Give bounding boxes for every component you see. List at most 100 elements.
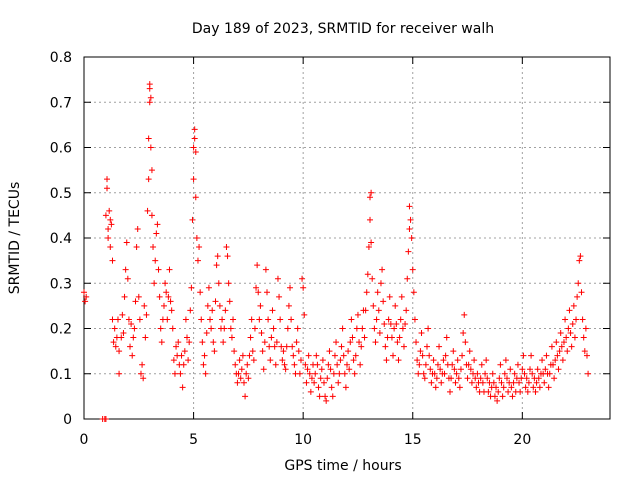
data-point <box>347 339 354 346</box>
data-point <box>234 379 241 386</box>
data-point <box>329 393 336 400</box>
data-point <box>116 370 123 377</box>
y-tick-label: 0.2 <box>50 322 72 338</box>
data-point <box>433 375 440 382</box>
data-point <box>262 266 269 273</box>
data-point <box>342 384 349 391</box>
data-point <box>578 289 585 296</box>
data-point <box>402 320 409 327</box>
y-tick-label: 0.5 <box>50 186 72 202</box>
data-point <box>494 397 501 404</box>
data-point <box>448 375 455 382</box>
data-point <box>580 334 587 341</box>
data-point <box>375 307 382 314</box>
data-point <box>305 352 312 359</box>
data-point <box>191 135 198 142</box>
data-point <box>148 167 155 174</box>
data-point <box>365 244 372 251</box>
data-point <box>356 339 363 346</box>
data-point <box>522 384 529 391</box>
data-point <box>225 280 232 287</box>
data-point <box>228 334 235 341</box>
data-point <box>107 244 114 251</box>
data-point <box>215 280 222 287</box>
data-point <box>388 334 395 341</box>
data-point <box>437 366 444 373</box>
x-tick-label: 10 <box>294 432 312 448</box>
data-point <box>198 316 205 323</box>
data-point <box>311 379 318 386</box>
data-point <box>453 370 460 377</box>
data-point <box>341 370 348 377</box>
data-point <box>193 235 200 241</box>
data-point <box>175 339 182 346</box>
data-point <box>105 235 112 241</box>
y-tick-label: 0.8 <box>50 50 72 66</box>
data-point <box>83 293 90 300</box>
data-point <box>273 339 280 346</box>
data-point <box>405 248 412 255</box>
data-point <box>484 375 491 382</box>
data-point <box>315 384 322 391</box>
y-tick-label: 0.1 <box>50 367 72 383</box>
data-point <box>338 343 345 350</box>
data-point <box>246 352 253 359</box>
data-point <box>116 348 123 355</box>
data-point <box>581 348 588 355</box>
data-point <box>553 339 560 346</box>
data-point <box>489 370 496 377</box>
data-point <box>482 370 489 377</box>
data-point <box>461 311 468 318</box>
data-point <box>530 384 537 391</box>
data-point <box>226 298 233 305</box>
data-point <box>408 235 415 241</box>
y-tick-label: 0 <box>63 412 72 428</box>
data-point <box>418 330 425 337</box>
data-point <box>316 393 323 400</box>
data-point <box>105 225 112 232</box>
data-point <box>334 361 341 368</box>
data-point <box>200 361 207 368</box>
data-point <box>535 375 542 382</box>
data-point <box>277 316 284 323</box>
data-point <box>178 352 185 359</box>
data-point <box>326 348 333 355</box>
data-point <box>210 339 217 346</box>
data-point <box>269 307 276 314</box>
data-point <box>107 216 114 223</box>
data-point <box>219 316 226 323</box>
data-point <box>510 379 517 386</box>
data-point <box>242 393 249 400</box>
data-point <box>406 225 413 232</box>
data-point <box>204 302 211 309</box>
data-point <box>223 244 230 251</box>
data-point <box>371 325 378 332</box>
data-point <box>247 334 254 341</box>
data-point <box>238 366 245 373</box>
data-point <box>509 393 516 400</box>
data-point <box>187 307 194 314</box>
data-point <box>322 393 329 400</box>
data-point <box>239 352 246 359</box>
data-point <box>265 316 272 323</box>
data-point <box>312 370 319 377</box>
data-point <box>454 357 461 364</box>
data-point <box>203 330 210 337</box>
data-point <box>460 330 467 337</box>
data-point <box>259 348 266 355</box>
data-point <box>278 343 285 350</box>
axis-ticks: 0 0.1 0.2 0.3 0.4 0.5 0.6 0.7 0.8 0 5 10 15 20 <box>50 50 610 448</box>
data-point <box>202 370 209 377</box>
data-point <box>288 316 295 323</box>
data-point <box>177 370 184 377</box>
data-point <box>346 366 353 373</box>
data-point <box>483 357 490 364</box>
data-point <box>533 379 540 386</box>
data-point <box>258 330 265 337</box>
data-point <box>293 339 300 346</box>
data-point <box>279 357 286 364</box>
data-point <box>82 298 89 305</box>
data-point <box>363 289 370 296</box>
data-point <box>546 370 553 377</box>
data-point <box>575 280 582 287</box>
